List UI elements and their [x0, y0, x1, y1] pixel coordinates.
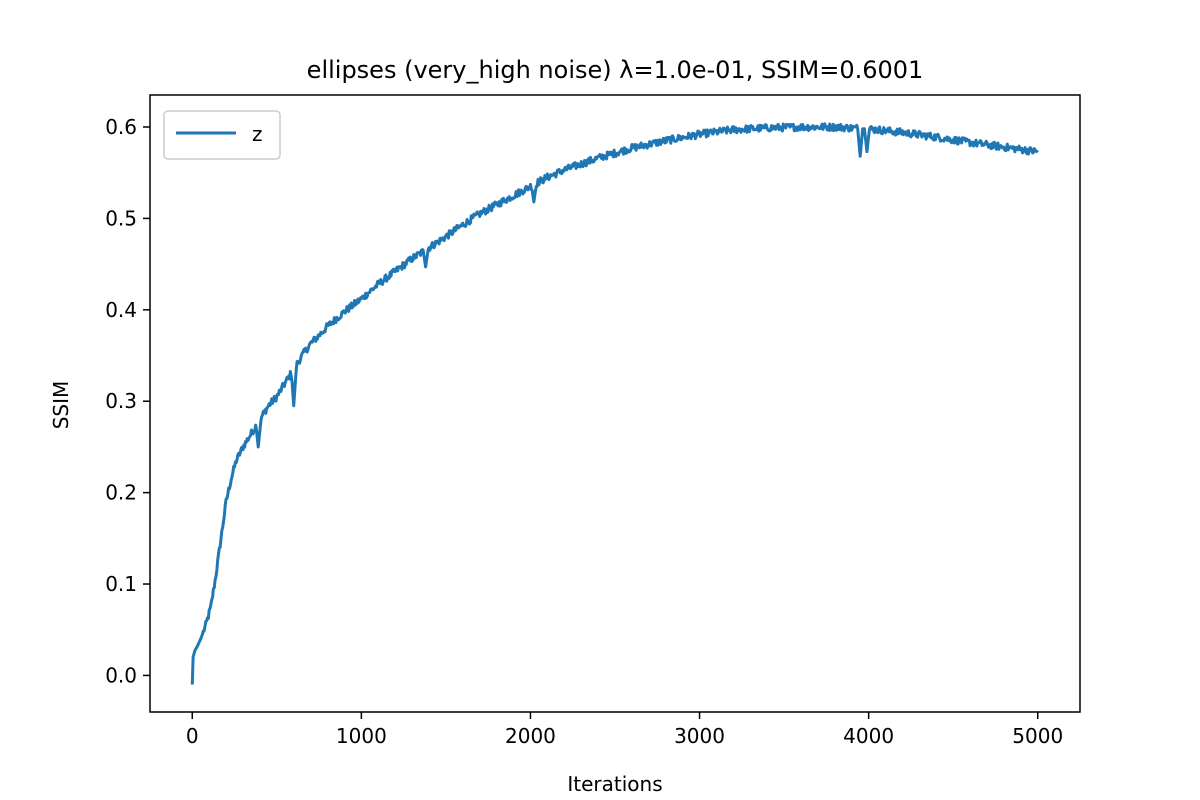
series-line-z — [190, 122, 1039, 685]
x-tick-label: 3000 — [674, 724, 725, 748]
y-tick-label: 0.0 — [105, 663, 137, 687]
legend-label-z: z — [252, 122, 263, 146]
x-axis-label: Iterations — [567, 772, 662, 796]
chart-title: ellipses (very_high noise) λ=1.0e-01, SS… — [307, 56, 924, 84]
plot-layer — [190, 122, 1039, 685]
plot-frame — [149, 94, 1081, 713]
y-tick-label: 0.1 — [105, 572, 137, 596]
y-tick-label: 0.5 — [105, 206, 137, 230]
x-tick-label: 5000 — [1012, 724, 1063, 748]
y-tick-label: 0.4 — [105, 298, 137, 322]
x-tick-label: 4000 — [843, 724, 894, 748]
x-tick-label: 2000 — [505, 724, 556, 748]
y-tick-label: 0.6 — [105, 115, 137, 139]
x-tick-label: 1000 — [336, 724, 387, 748]
y-tick-label: 0.2 — [105, 481, 137, 505]
x-tick-label: 0 — [186, 724, 199, 748]
y-tick-label: 0.3 — [105, 389, 137, 413]
legend: z — [163, 110, 281, 160]
axes-layer: 0 1000 2000 3000 4000 5000 0.0 0.1 0.2 0.3 0.4 0.5 0… — [105, 94, 1081, 748]
legend-box — [163, 110, 281, 160]
y-axis-label: SSIM — [49, 381, 73, 430]
